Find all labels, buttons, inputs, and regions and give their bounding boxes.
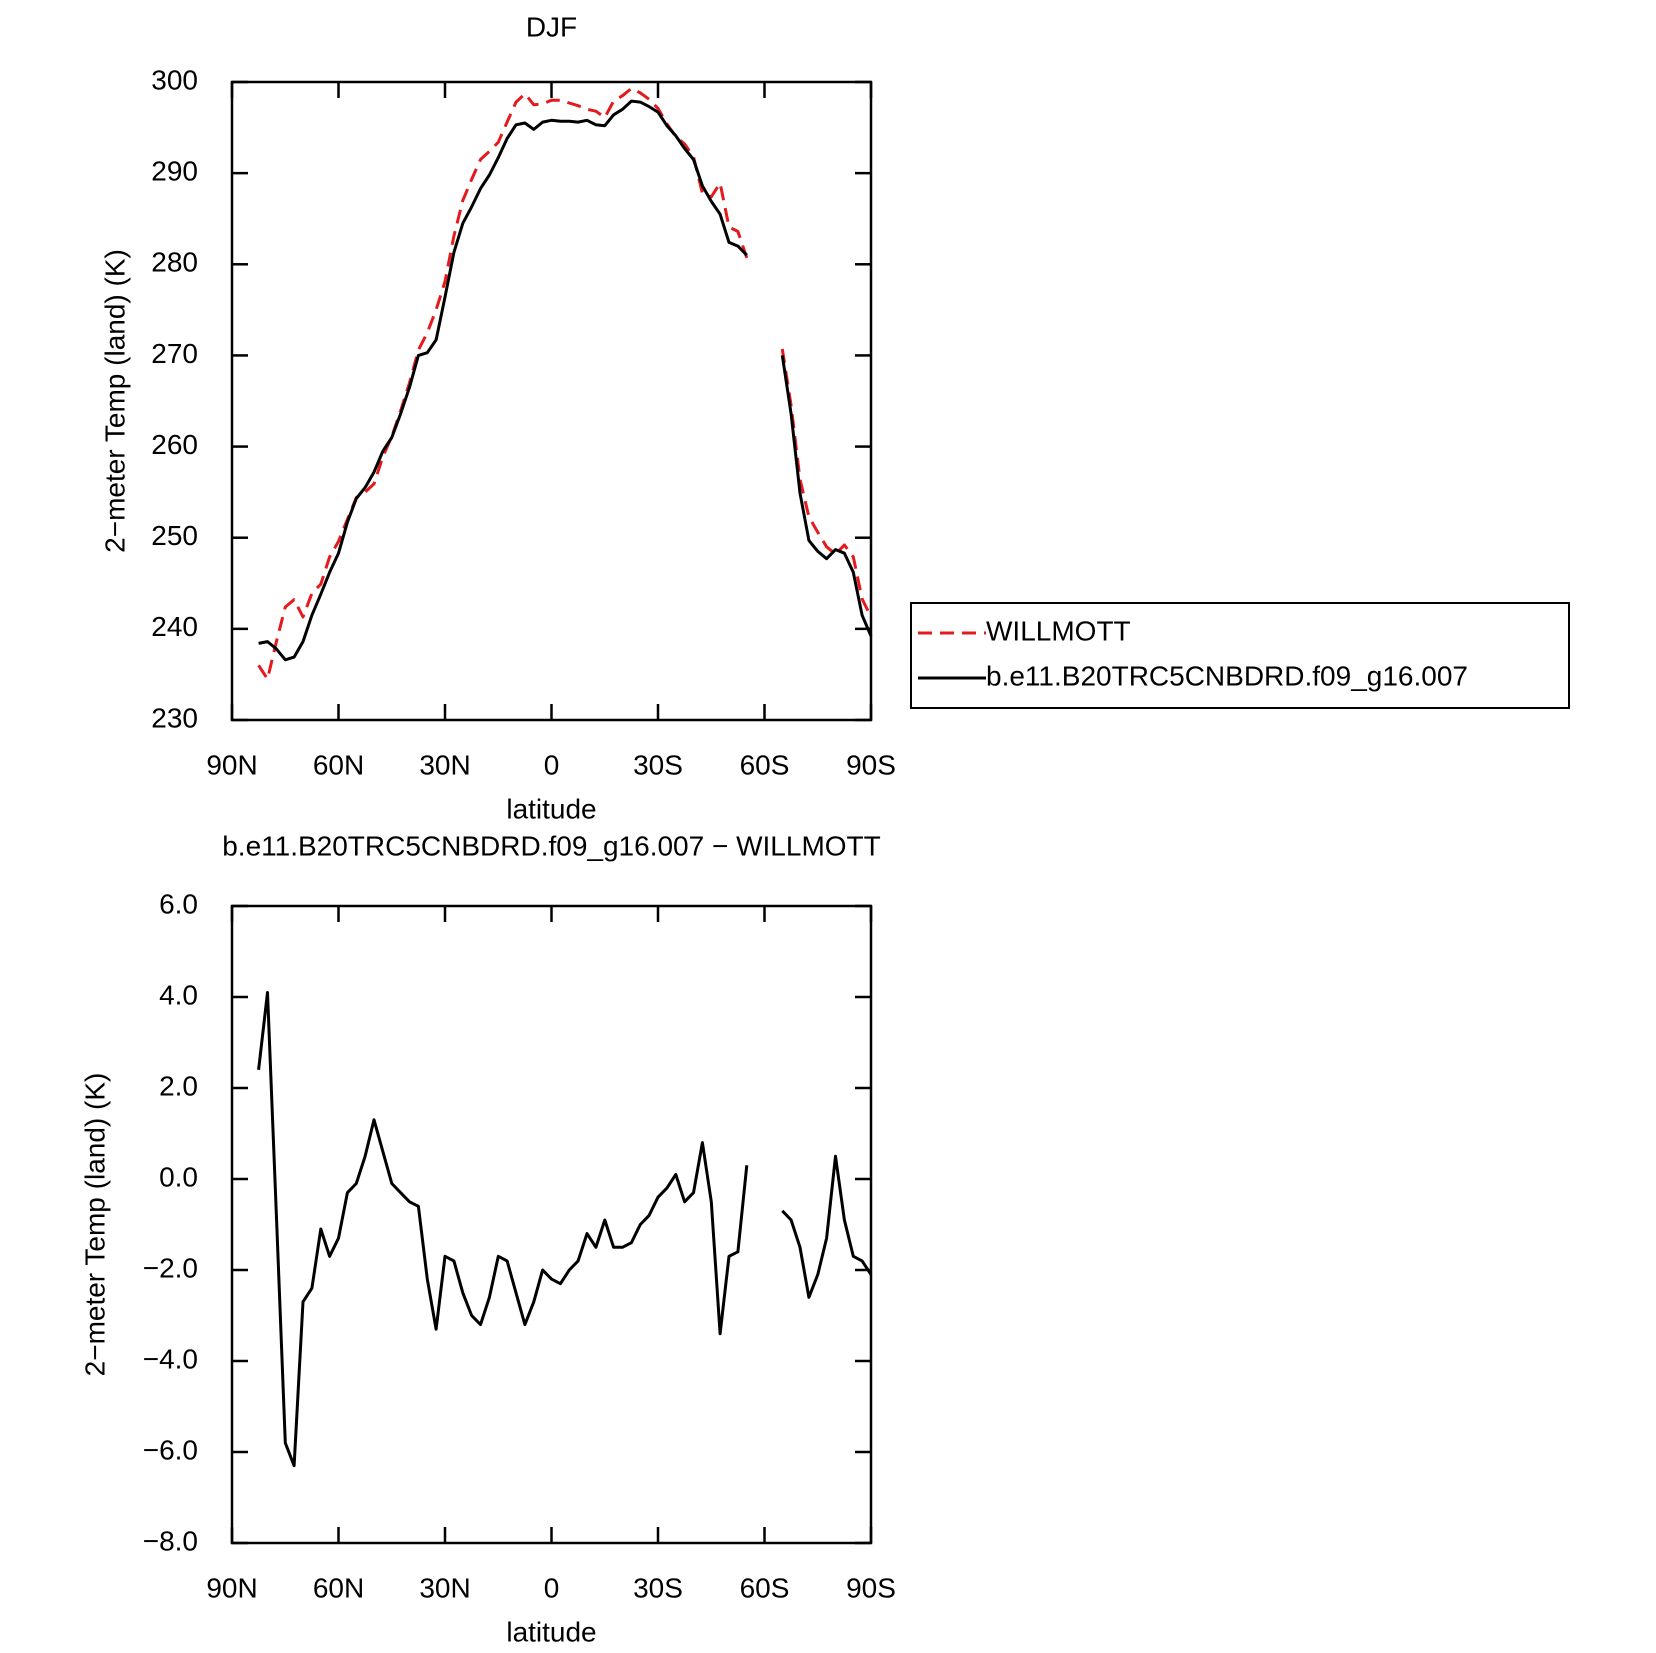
x-tick-label: 60N xyxy=(313,1572,364,1603)
legend-box xyxy=(910,602,1570,709)
x-tick-label: 90S xyxy=(846,1572,896,1603)
series-line xyxy=(257,991,873,1468)
y-tick-label: 290 xyxy=(151,156,198,187)
x-tick-label: 60N xyxy=(313,749,364,780)
plot-frame xyxy=(230,904,873,1545)
x-tick-label: 90N xyxy=(206,749,257,780)
y-tick-label: −2.0 xyxy=(143,1252,198,1283)
x-tick-label: 60S xyxy=(740,1572,790,1603)
chart-title: DJF xyxy=(526,11,577,42)
x-tick-label: 30N xyxy=(419,1572,470,1603)
y-tick-label: 280 xyxy=(151,247,198,278)
y-tick-label: 6.0 xyxy=(159,888,198,919)
x-tick-label: 30S xyxy=(633,1572,683,1603)
x-tick-label: 60S xyxy=(740,749,790,780)
x-tick-label: 90S xyxy=(846,749,896,780)
y-tick-label: 4.0 xyxy=(159,979,198,1010)
chart-title: b.e11.B20TRC5CNBDRD.f09_g16.007 − WILLMO… xyxy=(222,830,881,861)
series-line xyxy=(258,99,873,662)
y-tick-label: −8.0 xyxy=(143,1525,198,1556)
y-tick-label: 250 xyxy=(151,520,198,551)
legend-label: b.e11.B20TRC5CNBDRD.f09_g16.007 xyxy=(986,660,1468,691)
series-line xyxy=(257,86,873,681)
y-tick-label: 230 xyxy=(151,702,198,733)
x-tick-label: 30S xyxy=(633,749,683,780)
x-tick-label: 0 xyxy=(544,749,560,780)
y-axis-label: 2−meter Temp (land) (K) xyxy=(99,249,130,553)
y-axis-label: 2−meter Temp (land) (K) xyxy=(79,1073,110,1377)
x-axis-label: latitude xyxy=(506,1616,596,1647)
x-tick-label: 90N xyxy=(206,1572,257,1603)
legend-label: WILLMOTT xyxy=(986,615,1131,646)
x-axis-label: latitude xyxy=(506,793,596,824)
y-tick-label: 240 xyxy=(151,611,198,642)
y-tick-label: 300 xyxy=(151,64,198,95)
y-tick-label: 0.0 xyxy=(159,1161,198,1192)
y-tick-label: 270 xyxy=(151,338,198,369)
plot-frame xyxy=(230,80,873,722)
y-tick-label: 2.0 xyxy=(159,1070,198,1101)
x-tick-label: 0 xyxy=(544,1572,560,1603)
x-tick-label: 30N xyxy=(419,749,470,780)
y-tick-label: 260 xyxy=(151,429,198,460)
y-tick-label: −4.0 xyxy=(143,1343,198,1374)
y-tick-label: −6.0 xyxy=(143,1434,198,1465)
